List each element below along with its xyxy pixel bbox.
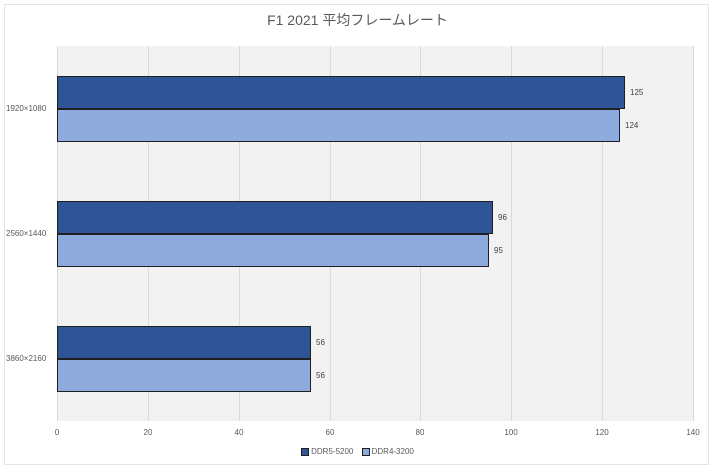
category-label: 2560×1440	[6, 229, 47, 238]
x-tick-label: 20	[143, 428, 153, 437]
gridline	[511, 46, 512, 421]
bar-ddr5	[57, 76, 625, 109]
legend: DDR5-5200 DDR4-3200	[0, 447, 715, 458]
x-tick-label: 0	[54, 428, 60, 437]
x-tick-label: 80	[415, 428, 425, 437]
legend-label-ddr5: DDR5-5200	[311, 447, 354, 456]
data-label-ddr5: 96	[498, 213, 507, 222]
legend-swatch-ddr5	[301, 447, 310, 456]
bar-ddr4	[57, 359, 311, 392]
x-tick-label: 60	[325, 428, 335, 437]
gridline	[602, 46, 603, 421]
legend-swatch-ddr4	[361, 447, 370, 456]
bar-ddr5	[57, 201, 493, 234]
data-label-ddr4: 56	[316, 371, 325, 380]
bar-ddr4	[57, 109, 620, 142]
bar-ddr4	[57, 234, 489, 267]
legend-label-ddr4: DDR4-3200	[371, 447, 414, 456]
legend-item-ddr5: DDR5-5200	[301, 447, 353, 456]
data-label-ddr4: 95	[494, 246, 503, 255]
x-tick-label: 40	[234, 428, 244, 437]
x-tick-label: 100	[504, 428, 518, 437]
plot-area: 125 124 96 95 56 56	[57, 46, 694, 421]
category-label: 3860×2160	[6, 354, 47, 363]
legend-item-ddr4: DDR4-3200	[361, 447, 414, 456]
chart-title: F1 2021 平均フレームレート	[267, 12, 448, 28]
data-label-ddr5: 125	[630, 88, 644, 97]
data-label-ddr5: 56	[316, 338, 325, 347]
data-label-ddr4: 124	[625, 121, 639, 130]
category-label: 1920×1080	[6, 104, 47, 113]
x-tick-label: 120	[595, 428, 609, 437]
bar-ddr5	[57, 326, 311, 359]
gridline	[693, 46, 694, 421]
x-tick-label: 140	[686, 428, 700, 437]
